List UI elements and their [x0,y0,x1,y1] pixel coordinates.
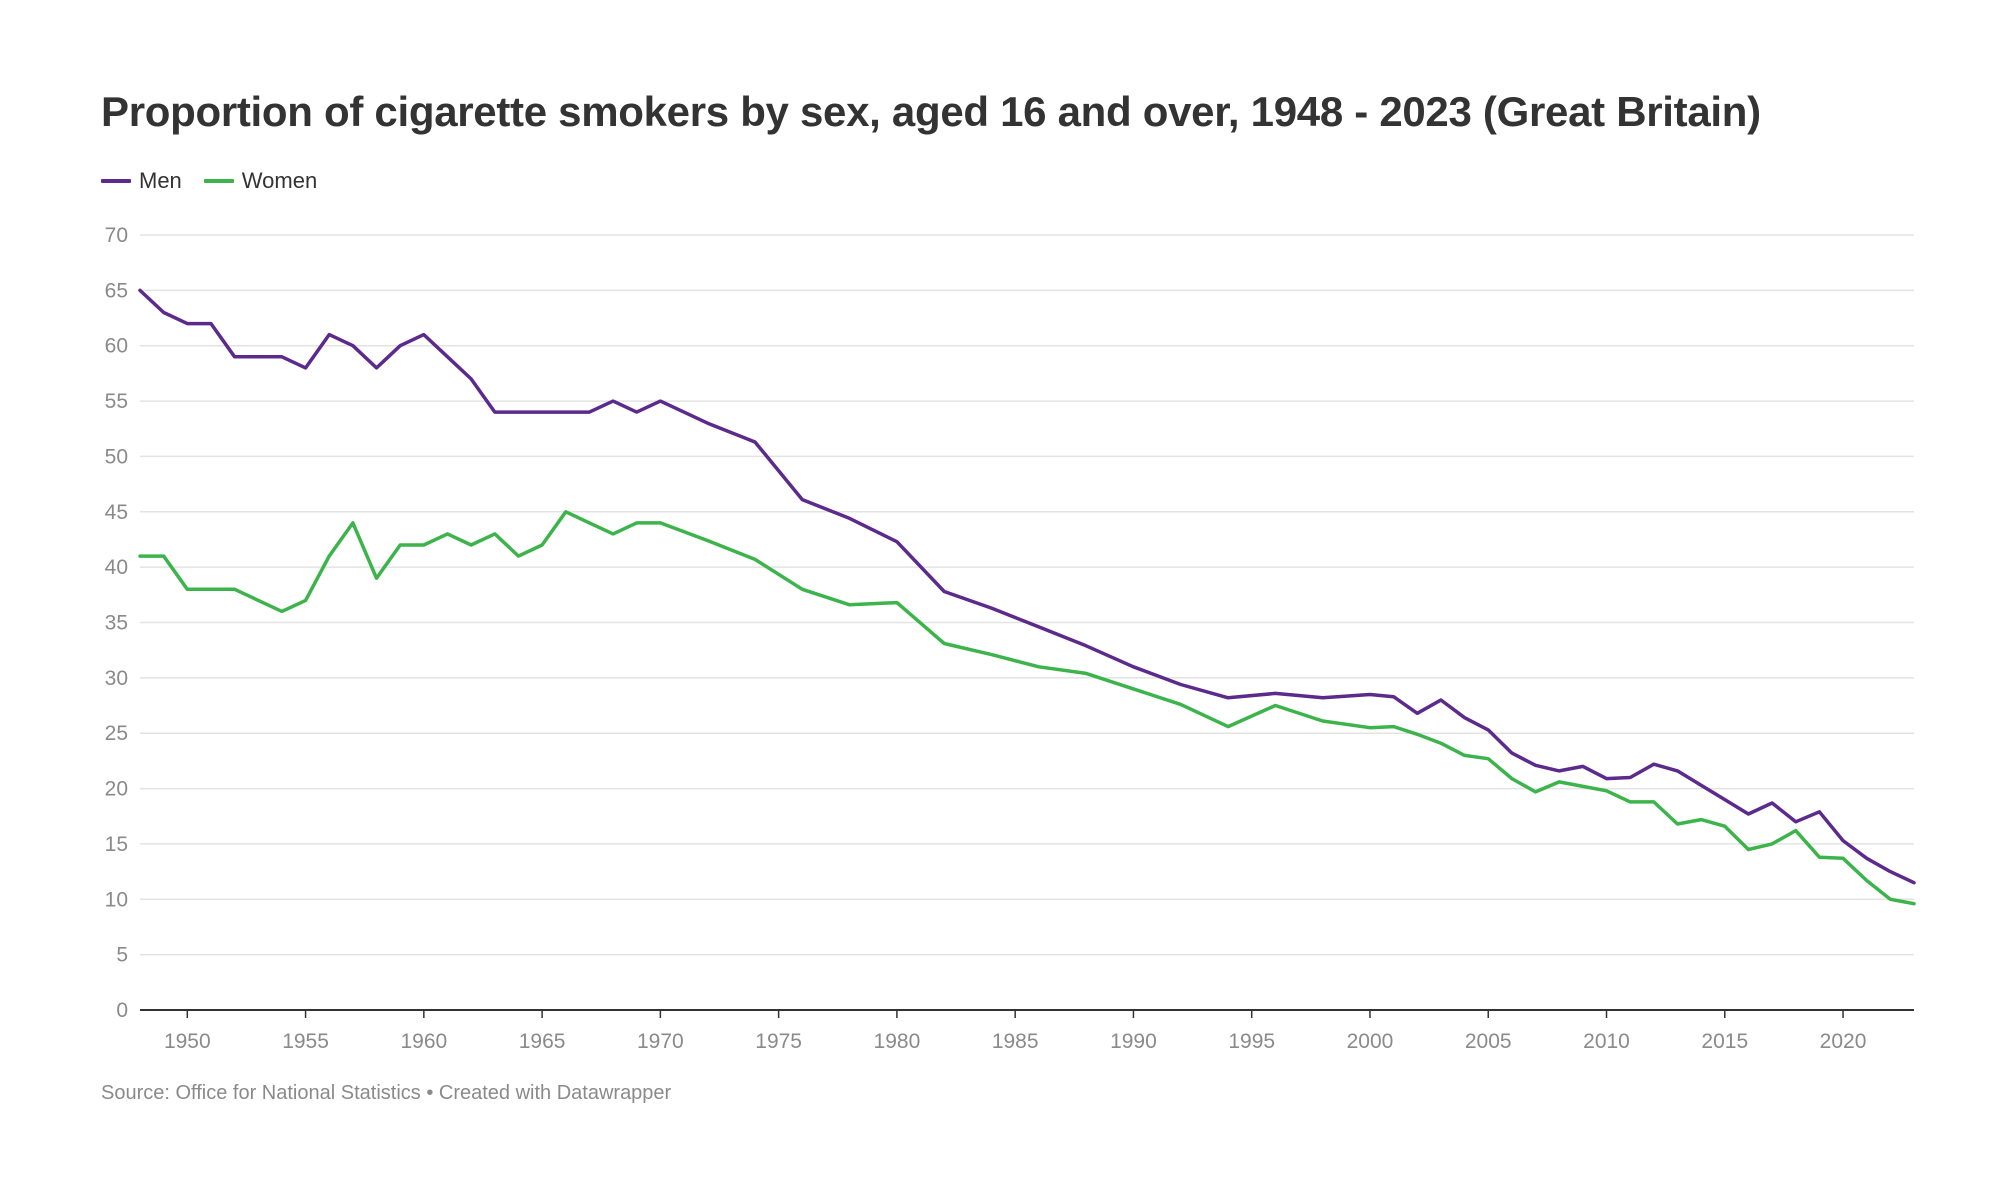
y-tick-label-20: 20 [105,778,128,801]
x-tick-label-2020: 2020 [1820,1030,1867,1053]
legend-item-men: Men [101,168,182,194]
y-tick-label-5: 5 [116,944,128,967]
y-tick-label-35: 35 [105,612,128,635]
series-line-men [138,288,1916,885]
y-tick-label-50: 50 [105,445,128,468]
y-tick-label-45: 45 [105,501,128,524]
legend-swatch-women [203,179,234,183]
x-axis: 1950 1955 1960 1965 1970 1975 1980 1985 1990 1995… [140,1009,1914,1053]
legend: Men Women [101,168,339,194]
x-tick-label-1970: 1970 [637,1030,684,1053]
y-tick-label-60: 60 [105,335,128,358]
x-tick-label-2010: 2010 [1583,1030,1630,1053]
y-tick-label-55: 55 [105,390,128,413]
legend-item-women: Women [203,168,318,194]
y-tick-label-0: 0 [116,999,128,1022]
x-tick-label-1985: 1985 [992,1030,1039,1053]
series-line-women [138,510,1916,906]
x-tick-label-2015: 2015 [1701,1030,1748,1053]
x-tick-label-1950: 1950 [164,1030,211,1053]
y-tick-label-70: 70 [105,224,128,247]
y-tick-label-10: 10 [105,888,128,911]
x-tick-label-1965: 1965 [519,1030,566,1053]
y-tick-label-25: 25 [105,722,128,745]
y-tick-label-30: 30 [105,667,128,690]
y-tick-label-65: 65 [105,279,128,302]
y-tick-label-15: 15 [105,833,128,856]
x-tick-label-2005: 2005 [1465,1030,1512,1053]
x-tick-label-1990: 1990 [1110,1030,1157,1053]
x-tick-label-1995: 1995 [1228,1030,1275,1053]
x-tick-label-2000: 2000 [1347,1030,1394,1053]
y-tick-label-40: 40 [105,556,128,579]
x-tick-label-1960: 1960 [400,1030,447,1053]
source-note: Source: Office for National Statistics •… [101,1082,672,1104]
legend-label-men: Men [139,168,182,193]
x-tick-label-1975: 1975 [755,1030,802,1053]
series-lines [138,288,1916,906]
legend-swatch-men [101,179,131,183]
x-tick-label-1955: 1955 [282,1030,329,1053]
y-axis-tick-labels: 0 5 10 15 20 25 30 35 40 45 50 55 60 65 70 [105,224,128,1022]
chart-title: Proportion of cigarette smokers by sex, … [101,88,1761,135]
x-tick-label-1980: 1980 [874,1030,921,1053]
gridlines [140,234,1914,956]
legend-label-women: Women [241,168,318,193]
